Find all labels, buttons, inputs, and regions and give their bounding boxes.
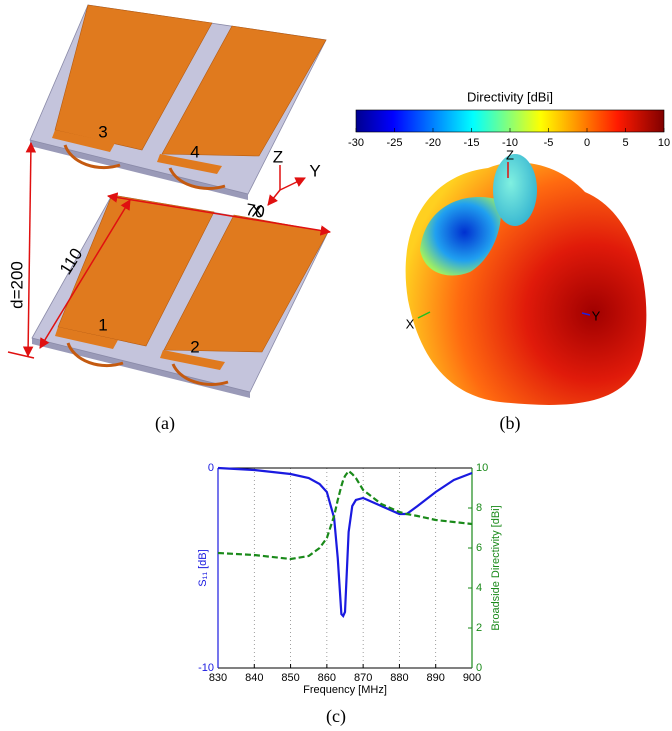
colorbar-title: Directivity [dBi] bbox=[467, 89, 553, 104]
feed-arc bbox=[63, 144, 121, 170]
chart: 830 840 850 860 870 880 890 900 -10 0 0 2 4 6 8 10 Frequ… bbox=[197, 462, 502, 696]
port-label: 2 bbox=[190, 337, 199, 356]
x-tick-label: 850 bbox=[281, 672, 299, 684]
x-tick-label: 840 bbox=[245, 672, 263, 684]
extension-line bbox=[7, 351, 35, 359]
x-tick-label: 830 bbox=[209, 672, 227, 684]
plot-area bbox=[218, 468, 472, 668]
axis-label: Z bbox=[273, 147, 283, 166]
y2-tick-label: 6 bbox=[476, 542, 482, 554]
y2-tick-label: 8 bbox=[476, 502, 482, 514]
y-tick-label: -10 bbox=[198, 662, 214, 674]
axis-label: Y bbox=[309, 161, 320, 180]
dimension-line bbox=[22, 141, 37, 358]
x-tick-label: 860 bbox=[318, 672, 336, 684]
x-tick-label: 870 bbox=[354, 672, 372, 684]
colorbar-tick-label: 10 bbox=[658, 137, 670, 149]
antenna-board-bottom bbox=[31, 194, 329, 398]
port-label: 3 bbox=[98, 122, 107, 141]
axis-label: X bbox=[406, 316, 415, 331]
axis-label: X bbox=[251, 201, 262, 220]
y2-tick-label: 10 bbox=[476, 462, 488, 474]
feed bbox=[52, 130, 115, 152]
axis-x bbox=[267, 189, 281, 206]
dimension-label: 70 bbox=[244, 200, 266, 222]
axis-y bbox=[279, 177, 306, 191]
pattern-null bbox=[420, 197, 501, 276]
y2-tick-label: 4 bbox=[476, 582, 482, 594]
x-tick-label: 890 bbox=[427, 672, 445, 684]
colorbar-tick-label: -15 bbox=[464, 137, 480, 149]
axis-label: Z bbox=[506, 147, 514, 162]
colorbar-tick-label: -30 bbox=[348, 137, 364, 149]
y2-axis-label: Broadside Directivity [dBi] bbox=[490, 505, 502, 630]
antenna-board-top bbox=[29, 4, 327, 200]
series-line bbox=[217, 466, 473, 618]
x-axis-label: Frequency [MHz] bbox=[303, 684, 387, 696]
panel-b-axes: Z X Y bbox=[406, 147, 601, 331]
dimension-line bbox=[106, 192, 332, 236]
colorbar-tick-label: -10 bbox=[502, 137, 518, 149]
series-line bbox=[217, 469, 473, 561]
y2-tick-label: 0 bbox=[476, 662, 482, 674]
x-tick-label: 900 bbox=[463, 672, 481, 684]
x-tick-label: 880 bbox=[390, 672, 408, 684]
radiation-pattern bbox=[405, 154, 647, 405]
axis-y bbox=[581, 312, 591, 316]
pattern-lobe bbox=[493, 154, 537, 226]
colorbar-tick-label: -20 bbox=[425, 137, 441, 149]
patch bbox=[54, 4, 213, 151]
colorbar-ticks: -30 -25 -20 -15 -10 -5 0 5 10 bbox=[348, 128, 670, 149]
feed bbox=[157, 154, 222, 174]
caption: (c) bbox=[326, 706, 346, 727]
axis-x bbox=[417, 311, 431, 319]
axis-label: Y bbox=[592, 308, 601, 323]
feed-arc bbox=[171, 363, 229, 386]
feed-arc bbox=[168, 167, 226, 190]
port-label: 4 bbox=[190, 142, 199, 161]
feed bbox=[160, 350, 225, 370]
port-label: 1 bbox=[98, 315, 107, 334]
dimensions bbox=[7, 141, 332, 359]
colorbar-tick-label: 5 bbox=[622, 137, 628, 149]
caption: (a) bbox=[155, 413, 175, 434]
patch bbox=[161, 25, 327, 157]
dimension-label: d=200 bbox=[7, 261, 26, 309]
y-axis-label: S₁₁ [dB] bbox=[197, 549, 209, 586]
y2-tick-label: 2 bbox=[476, 622, 482, 634]
y-tick-label: 0 bbox=[208, 462, 214, 474]
caption: (b) bbox=[500, 413, 521, 434]
colorbar-tick-label: -5 bbox=[544, 137, 554, 149]
colorbar-tick-label: 0 bbox=[584, 137, 590, 149]
colorbar-tick-label: -25 bbox=[387, 137, 403, 149]
